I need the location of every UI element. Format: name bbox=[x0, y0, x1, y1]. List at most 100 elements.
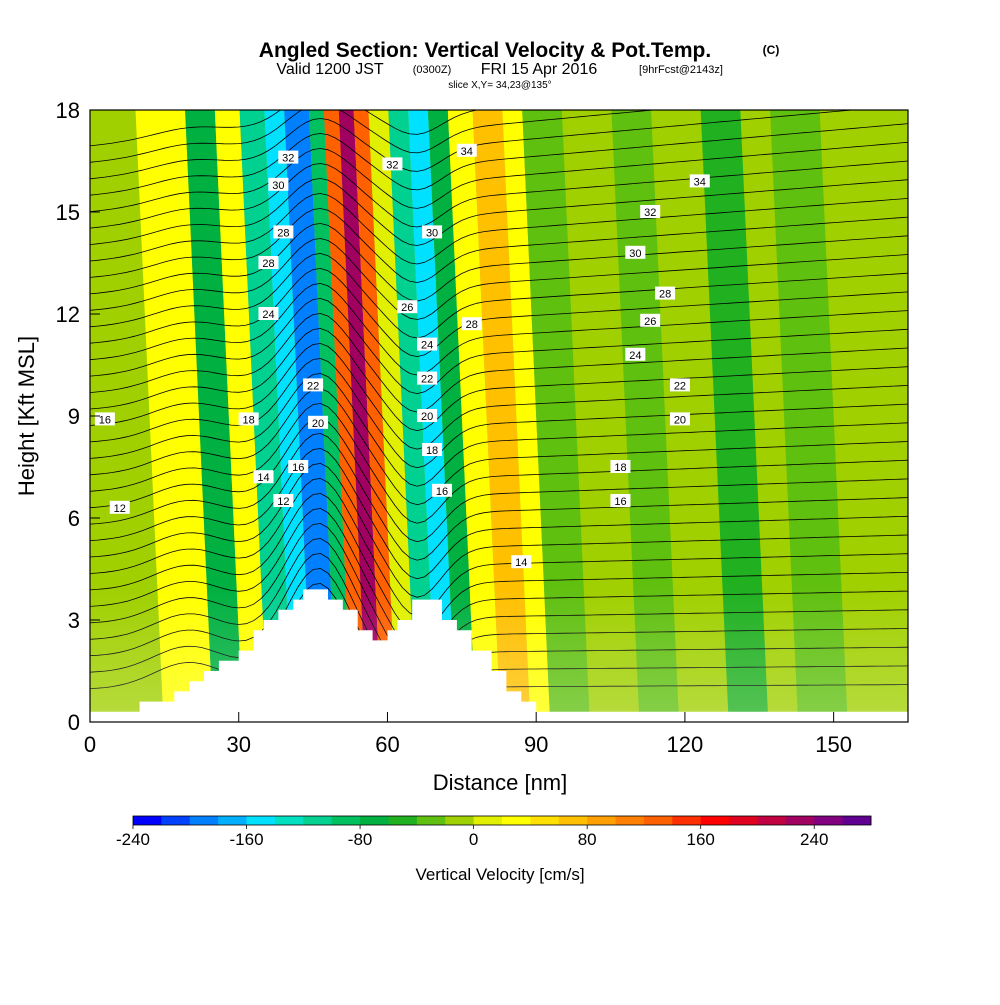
colorbar-frame bbox=[132, 815, 872, 826]
y-axis-label: Height [Kft MSL] bbox=[14, 336, 39, 496]
contour-label: 22 bbox=[674, 380, 686, 392]
subtitle-utc: (0300Z) bbox=[413, 64, 452, 76]
colorbar-swatch bbox=[274, 816, 304, 825]
contour-label: 20 bbox=[312, 418, 324, 430]
colorbar-swatch bbox=[842, 816, 872, 825]
y-tick-label: 3 bbox=[68, 608, 80, 633]
y-tick-label: 12 bbox=[56, 302, 80, 327]
x-tick-label: 30 bbox=[226, 732, 250, 757]
contour-label: 32 bbox=[282, 153, 294, 165]
contour-label: 24 bbox=[629, 350, 641, 362]
x-tick-label: 90 bbox=[524, 732, 548, 757]
contour-label: 12 bbox=[277, 496, 289, 508]
colorbar-tick-label: -80 bbox=[348, 830, 373, 849]
contour-label-box bbox=[689, 174, 710, 188]
colorbar-tick-label: 0 bbox=[469, 830, 478, 849]
contour-label: 28 bbox=[466, 319, 478, 331]
colorbar-swatch bbox=[530, 816, 560, 825]
colorbar-swatch bbox=[643, 816, 673, 825]
contour-label-box bbox=[417, 337, 438, 351]
colorbar-swatch bbox=[672, 816, 702, 825]
contour-label-box bbox=[397, 300, 418, 314]
colorbar-swatch bbox=[416, 816, 446, 825]
colorbar-swatch bbox=[785, 816, 815, 825]
contour-label-box bbox=[273, 225, 294, 239]
contour-label: 26 bbox=[644, 316, 656, 328]
contour-label: 16 bbox=[99, 414, 111, 426]
contour-label-box bbox=[303, 378, 324, 392]
colorbar-tick-label: 160 bbox=[687, 830, 715, 849]
contour-label-box bbox=[625, 347, 646, 361]
y-tick-label: 18 bbox=[56, 98, 80, 123]
contour-label-box bbox=[655, 286, 676, 300]
plot-area: 32 30 28 28 24 22 20 18 16 14 12 16 12 32 34 30 26 28 24 22… bbox=[90, 110, 908, 722]
colorbar-swatch bbox=[814, 816, 844, 825]
contour-label: 28 bbox=[262, 258, 274, 270]
contour-label-box bbox=[258, 256, 279, 269]
contour-label: 16 bbox=[614, 496, 626, 508]
contour-label: 30 bbox=[272, 180, 284, 192]
contour-label: 30 bbox=[629, 248, 641, 260]
colorbar-tick-label: -240 bbox=[116, 830, 150, 849]
contour-labels: 32 30 28 28 24 22 20 18 16 14 12 16 12 32 34 30 26 28 24 22… bbox=[94, 143, 710, 569]
colorbar-tick-label: 80 bbox=[578, 830, 597, 849]
contour-label: 18 bbox=[426, 445, 438, 457]
contour-label-box bbox=[511, 555, 532, 569]
colorbar-ticks: -240 -160 -80 0 80 160 240 bbox=[116, 825, 828, 849]
colorbar-label: Vertical Velocity [cm/s] bbox=[415, 865, 584, 884]
contour-label-box bbox=[640, 205, 661, 218]
slice-label: slice X,Y= 34,23@135° bbox=[448, 80, 551, 91]
contour-label: 20 bbox=[421, 411, 433, 423]
contour-label: 30 bbox=[426, 227, 438, 239]
colorbar-swatch bbox=[246, 816, 276, 825]
contour-label-box bbox=[308, 415, 329, 429]
contour-label-box bbox=[456, 143, 477, 157]
contour-label-box bbox=[669, 412, 690, 426]
subtitle-forecast: [9hrFcst@2143z] bbox=[639, 64, 723, 76]
contour-label: 16 bbox=[292, 462, 304, 474]
x-tick-label: 120 bbox=[667, 732, 704, 757]
contour-label: 28 bbox=[277, 227, 289, 239]
colorbar-swatch bbox=[360, 816, 389, 825]
contour-label: 18 bbox=[614, 462, 626, 474]
contour-label-box bbox=[288, 460, 309, 473]
colorbar-swatch bbox=[303, 816, 333, 825]
contour-label: 12 bbox=[114, 503, 126, 515]
colorbar-swatch bbox=[502, 816, 531, 825]
contour-label-box bbox=[253, 470, 274, 484]
subtitle-date: FRI 15 Apr 2016 bbox=[481, 61, 598, 78]
contour-label-box bbox=[258, 307, 279, 320]
contour-label-box bbox=[461, 317, 482, 331]
contour-label: 26 bbox=[401, 302, 413, 314]
colorbar-swatch bbox=[757, 816, 787, 825]
contour-label-box bbox=[610, 494, 631, 507]
colorbar-swatch bbox=[161, 816, 191, 825]
contour-label-box bbox=[417, 409, 438, 422]
contour-label: 22 bbox=[307, 380, 319, 392]
colorbar-swatch bbox=[587, 816, 616, 825]
contour-label-box bbox=[625, 245, 646, 259]
contour-label-box bbox=[273, 494, 294, 507]
contour-label-box bbox=[417, 371, 438, 385]
y-axis: 0 3 6 9 12 15 18 bbox=[56, 98, 100, 735]
contour-label: 34 bbox=[694, 176, 706, 188]
colorbar-swatch bbox=[700, 816, 730, 825]
x-tick-label: 0 bbox=[84, 732, 96, 757]
colorbar-swatch bbox=[445, 816, 475, 825]
contour-label-box bbox=[669, 378, 690, 392]
colorbar-tick-label: 240 bbox=[800, 830, 828, 849]
contour-label-box bbox=[422, 443, 443, 456]
y-tick-label: 6 bbox=[68, 506, 80, 531]
contour-label: 14 bbox=[515, 557, 527, 569]
colorbar bbox=[132, 815, 872, 826]
chart-title-unit: (C) bbox=[763, 43, 780, 57]
colorbar-swatch bbox=[473, 816, 503, 825]
y-tick-label: 9 bbox=[68, 404, 80, 429]
x-tick-label: 60 bbox=[375, 732, 399, 757]
contour-label: 16 bbox=[436, 486, 448, 498]
contour-label: 18 bbox=[243, 414, 255, 426]
contour-label-box bbox=[382, 157, 403, 171]
contour-label-box bbox=[640, 313, 661, 327]
contour-label: 32 bbox=[386, 159, 398, 171]
